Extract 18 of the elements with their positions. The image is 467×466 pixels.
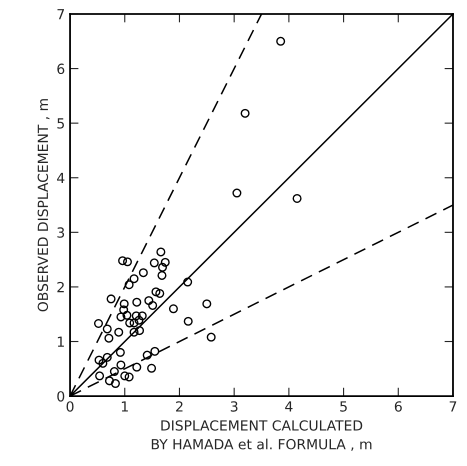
x-tick-label: 3 (230, 401, 238, 412)
x-tick-label: 7 (450, 401, 456, 412)
y-tick-label: 2 (57, 282, 64, 292)
y-tick-label: 5 (57, 118, 64, 129)
x-tick-label: 5 (340, 401, 347, 412)
x-tick-label: 4 (285, 401, 293, 412)
y-tick-label: 3 (57, 227, 64, 238)
x-tick-label: 0 (66, 401, 74, 412)
x-tick-label: 1 (122, 401, 128, 412)
x-axis-title: DISPLACEMENT CALCULATED BY HAMADA et al. FORMULA , m (152, 420, 372, 451)
y-tick-label: 7 (57, 9, 64, 20)
y-tick-label: 1 (58, 336, 64, 347)
x-tick-label: 2 (176, 401, 182, 412)
y-tick-label: 4 (57, 172, 64, 184)
x-tick-label: 6 (394, 401, 402, 412)
y-tick-label: 6 (57, 64, 64, 74)
y-axis-title: OBSERVED DISPLACEMENT , m (38, 99, 50, 312)
y-tick-label: 0 (57, 391, 64, 402)
